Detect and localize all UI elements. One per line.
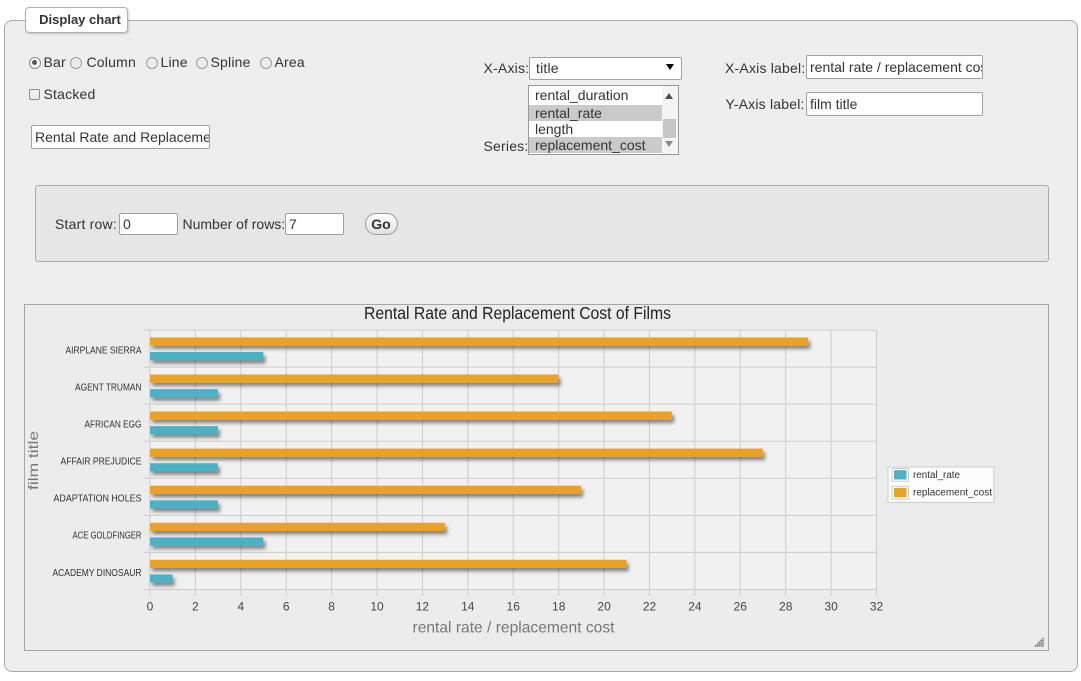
svg-text:18: 18: [552, 600, 566, 614]
svg-text:24: 24: [688, 600, 702, 614]
svg-text:0: 0: [147, 600, 154, 614]
svg-text:14: 14: [461, 600, 475, 614]
svg-text:AFRICAN EGG: AFRICAN EGG: [85, 420, 142, 431]
svg-text:replacement_cost: replacement_cost: [913, 488, 992, 499]
svg-text:22: 22: [643, 600, 657, 614]
svg-text:32: 32: [870, 600, 884, 614]
svg-text:ACADEMY DINOSAUR: ACADEMY DINOSAUR: [53, 568, 142, 579]
svg-text:12: 12: [416, 600, 430, 614]
svg-text:Rental Rate and Replacement Co: Rental Rate and Replacement Cost of Film…: [364, 305, 671, 323]
svg-text:10: 10: [370, 600, 384, 614]
svg-text:rental rate / replacement cost: rental rate / replacement cost: [413, 620, 616, 637]
svg-text:16: 16: [507, 600, 521, 614]
svg-text:2: 2: [192, 600, 199, 614]
svg-text:8: 8: [328, 600, 335, 614]
svg-text:rental_rate: rental_rate: [913, 470, 960, 481]
svg-text:26: 26: [734, 600, 748, 614]
svg-text:AGENT TRUMAN: AGENT TRUMAN: [75, 382, 142, 393]
svg-text:AFFAIR PREJUDICE: AFFAIR PREJUDICE: [61, 457, 142, 468]
svg-text:20: 20: [597, 600, 611, 614]
svg-text:30: 30: [824, 600, 838, 614]
svg-text:4: 4: [237, 600, 244, 614]
svg-text:film title: film title: [25, 431, 41, 490]
svg-text:ACE GOLDFINGER: ACE GOLDFINGER: [73, 531, 142, 542]
svg-text:28: 28: [779, 600, 793, 614]
svg-text:ADAPTATION HOLES: ADAPTATION HOLES: [54, 494, 142, 505]
svg-text:AIRPLANE SIERRA: AIRPLANE SIERRA: [66, 345, 142, 356]
svg-text:6: 6: [283, 600, 290, 614]
